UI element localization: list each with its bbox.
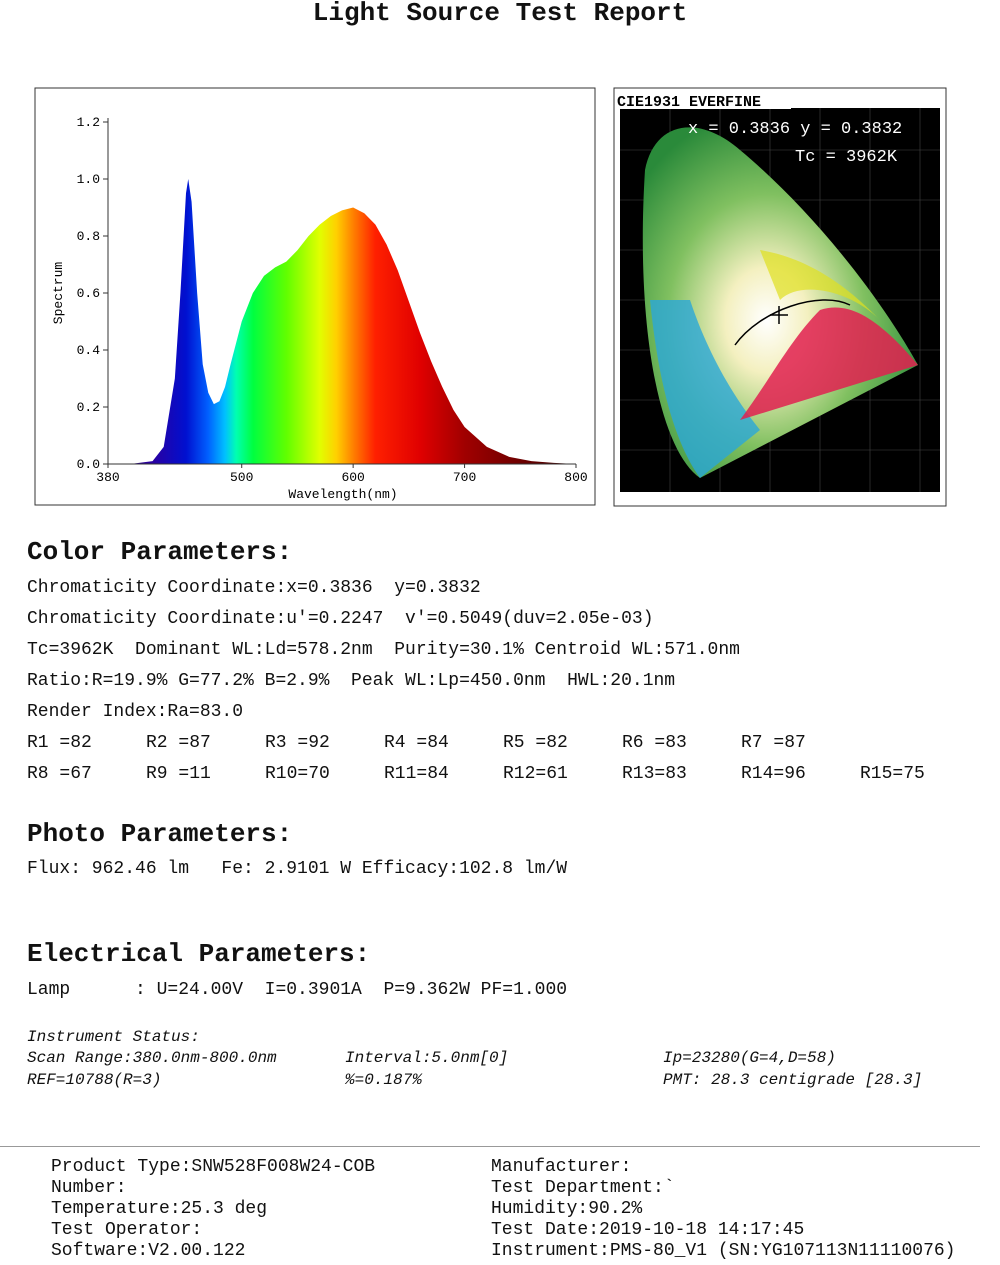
- footer-item: Humidity:90.2%: [491, 1199, 643, 1219]
- status-heading: Instrument Status:: [27, 1028, 200, 1046]
- footer-item: Instrument:PMS-80_V1 (SN:YG107113N111100…: [491, 1241, 956, 1261]
- y-tick-label: 0.6: [77, 286, 100, 301]
- param-line: Render Index:Ra=83.0: [27, 702, 244, 722]
- y-tick-label: 0.4: [77, 343, 101, 358]
- footer-item: Manufacturer:: [491, 1157, 632, 1177]
- footer-item: Temperature:25.3 deg: [51, 1199, 268, 1219]
- footer-item: Number:: [51, 1178, 127, 1198]
- status-item: PMT: 28.3 centigrade [28.3]: [663, 1071, 923, 1089]
- planckian-locus: [734, 299, 851, 346]
- x-axis-label: Wavelength(nm): [288, 487, 397, 502]
- footer-item: Test Department:`: [491, 1178, 675, 1198]
- cie-red-region: [740, 307, 918, 420]
- render-index: R5 =82: [503, 733, 568, 753]
- section-heading: Color Parameters:: [27, 537, 293, 567]
- render-index: R15=75: [860, 764, 925, 784]
- render-index: R9 =11: [146, 764, 211, 784]
- y-tick-label: 0.0: [77, 457, 100, 472]
- status-item: %=0.187%: [345, 1071, 422, 1089]
- render-index: R7 =87: [741, 733, 806, 753]
- render-index: R10=70: [265, 764, 330, 784]
- render-index: R12=61: [503, 764, 568, 784]
- render-index: R14=96: [741, 764, 806, 784]
- cie-title-bg: [615, 92, 791, 109]
- param-line: Flux: 962.46 lm Fe: 2.9101 W Efficacy:10…: [27, 859, 568, 879]
- param-line: Chromaticity Coordinate:u'=0.2247 v'=0.5…: [27, 609, 654, 629]
- param-line: Tc=3962K Dominant WL:Ld=578.2nm Purity=3…: [27, 640, 740, 660]
- y-axis-label: Spectrum: [51, 262, 66, 325]
- cie-title: CIE1931 EVERFINE: [617, 94, 761, 111]
- report-title: Light Source Test Report: [312, 0, 688, 28]
- y-tick-label: 1.0: [77, 172, 100, 187]
- footer-item: Product Type:SNW528F008W24-COB: [51, 1157, 376, 1177]
- x-tick-label: 600: [341, 470, 364, 485]
- y-tick-label: 1.2: [77, 115, 100, 130]
- param-line: Lamp : U=24.00V I=0.3901A P=9.362W PF=1.…: [27, 980, 568, 1000]
- spectrum-area: [108, 179, 576, 464]
- status-item: Interval:5.0nm[0]: [345, 1049, 509, 1067]
- x-tick-label: 700: [453, 470, 476, 485]
- status-item: Ip=23280(G=4,D=58): [663, 1049, 836, 1067]
- status-item: Scan Range:380.0nm-800.0nm: [27, 1049, 277, 1067]
- footer-item: Software:V2.00.122: [51, 1241, 246, 1261]
- cie-blue-region: [650, 300, 760, 478]
- x-tick-label: 800: [564, 470, 587, 485]
- render-index: R3 =92: [265, 733, 330, 753]
- param-line: Chromaticity Coordinate:x=0.3836 y=0.383…: [27, 578, 481, 598]
- render-index: R2 =87: [146, 733, 211, 753]
- cie-yellow-region: [760, 250, 880, 320]
- separator: [0, 1146, 980, 1147]
- render-index: R11=84: [384, 764, 449, 784]
- footer-item: Test Operator:: [51, 1220, 203, 1240]
- status-item: REF=10788(R=3): [27, 1071, 162, 1089]
- render-index: R4 =84: [384, 733, 449, 753]
- render-index: R8 =67: [27, 764, 92, 784]
- param-line: Ratio:R=19.9% G=77.2% B=2.9% Peak WL:Lp=…: [27, 671, 676, 691]
- cie-tc: Tc = 3962K: [795, 148, 898, 167]
- footer-item: Test Date:2019-10-18 14:17:45: [491, 1220, 805, 1240]
- y-tick-label: 0.2: [77, 400, 100, 415]
- section-heading: Photo Parameters:: [27, 819, 293, 849]
- x-tick-label: 500: [230, 470, 253, 485]
- render-index: R6 =83: [622, 733, 687, 753]
- x-tick-label: 380: [96, 470, 119, 485]
- render-index: R13=83: [622, 764, 687, 784]
- section-heading: Electrical Parameters:: [27, 939, 371, 969]
- render-index: R1 =82: [27, 733, 92, 753]
- y-tick-label: 0.8: [77, 229, 100, 244]
- charts: 0.0 0.2 0.4 0.6 0.8 1.0 1.2 380 500 600 700 800 Wav…: [34, 87, 947, 507]
- cie-coords: x = 0.3836 y = 0.3832: [688, 120, 902, 139]
